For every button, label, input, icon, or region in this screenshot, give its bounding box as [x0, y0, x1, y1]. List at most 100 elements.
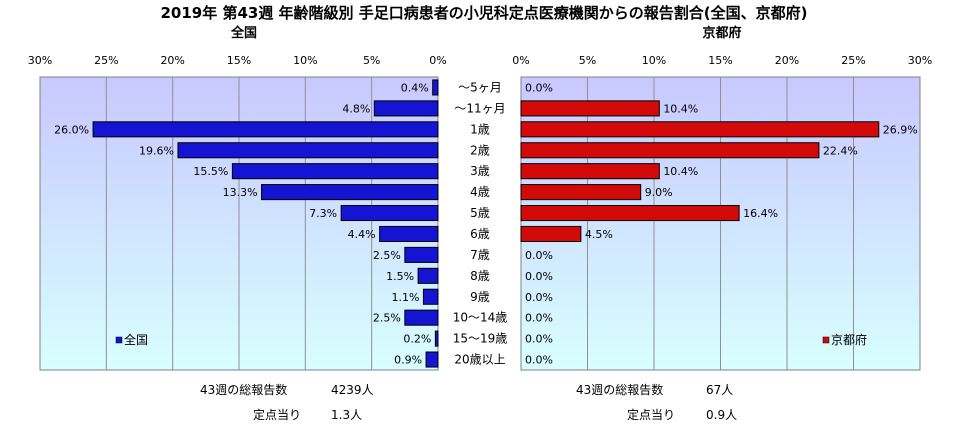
left-tick-label: 5% [363, 54, 380, 67]
national-per-value: 1.3人 [331, 408, 362, 422]
left-bar [373, 100, 439, 117]
left-data-label: 0.2% [403, 333, 431, 346]
left-bar [422, 288, 439, 305]
left-plot-area: 0% 5% 10% 15% 20% 25% 30% 0.4% 4.8% 26.0% 19.6% 15.… [28, 54, 447, 371]
right-data-label: 10.4% [663, 165, 698, 178]
right-legend: 京都府 [822, 332, 867, 347]
left-bar [425, 351, 439, 368]
left-bar [417, 267, 439, 284]
left-data-label: 4.8% [342, 102, 370, 115]
right-data-label: 0.0% [525, 354, 553, 367]
left-data-label: 26.0% [54, 123, 89, 136]
category-label: 1歳 [470, 122, 490, 136]
right-bar [520, 205, 740, 222]
category-label: 5歳 [470, 206, 490, 220]
category-label: 10～14歳 [453, 311, 508, 325]
right-legend-swatch [822, 336, 830, 344]
right-bar [520, 225, 582, 242]
category-labels: ～5ヶ月 ～11ヶ月 1歳 2歳 3歳 4歳 5歳 6歳 7歳 8歳 9歳 10～14歳 15～19歳 2… [453, 80, 508, 366]
left-bar [177, 142, 439, 159]
category-label: ～11ヶ月 [454, 101, 505, 115]
right-data-label: 0.0% [525, 249, 553, 262]
category-label: 4歳 [470, 185, 490, 199]
right-data-label: 0.0% [525, 81, 553, 94]
right-bar [520, 142, 820, 159]
kyoto-total-label: 43週の総報告数 [576, 382, 663, 397]
left-legend-label: 全国 [124, 332, 148, 347]
left-bar [404, 309, 439, 326]
right-data-label: 10.4% [663, 102, 698, 115]
left-tick-label: 20% [160, 54, 184, 67]
left-bar [432, 79, 439, 96]
left-data-label: 1.5% [386, 270, 414, 283]
right-data-label: 16.4% [743, 207, 778, 220]
category-label: 3歳 [470, 164, 490, 178]
left-bar [231, 163, 439, 180]
right-data-label: 0.0% [525, 312, 553, 325]
left-tick-label: 25% [94, 54, 118, 67]
right-data-label: 4.5% [585, 228, 613, 241]
left-tick-label: 0% [429, 54, 446, 67]
right-data-label: 0.0% [525, 270, 553, 283]
left-bar [404, 246, 439, 263]
left-tick-label: 15% [227, 54, 251, 67]
kyoto-total-value: 67人 [706, 383, 733, 397]
national-total-label: 43週の総報告数 [200, 382, 287, 397]
right-panel-title: 京都府 [702, 25, 741, 41]
chart-title: 2019年 第43週 年齢階級別 手足口病患者の小児科定点医療機関からの報告割合… [160, 4, 807, 22]
left-data-label: 15.5% [193, 165, 228, 178]
right-tick-label: 5% [579, 54, 596, 67]
right-data-label: 0.0% [525, 333, 553, 346]
left-bar [379, 225, 439, 242]
left-panel-title: 全国 [230, 25, 257, 41]
right-tick-label: 30% [908, 54, 932, 67]
kyoto-per-label: 定点当り [627, 407, 675, 422]
kyoto-per-value: 0.9人 [706, 408, 737, 422]
right-bar [520, 163, 660, 180]
footer-kyoto: 43週の総報告数 67人 定点当り 0.9人 [576, 382, 737, 422]
category-label: 20歳以上 [454, 353, 505, 367]
left-bar [261, 184, 439, 201]
category-label: ～5ヶ月 [458, 80, 502, 94]
category-label: 8歳 [470, 269, 490, 283]
right-bar [520, 121, 880, 138]
left-data-label: 2.5% [373, 249, 401, 262]
left-data-label: 0.9% [394, 354, 422, 367]
left-data-label: 0.4% [401, 81, 429, 94]
right-data-label: 26.9% [883, 123, 918, 136]
category-label: 9歳 [470, 290, 490, 304]
right-tick-label: 25% [841, 54, 865, 67]
category-label: 15～19歳 [453, 332, 508, 346]
left-data-label: 1.1% [391, 291, 419, 304]
right-data-label: 9.0% [645, 186, 673, 199]
left-data-label: 13.3% [223, 186, 258, 199]
national-total-value: 4239人 [331, 383, 374, 397]
category-label: 7歳 [470, 248, 490, 262]
right-tick-label: 10% [642, 54, 666, 67]
right-tick-label: 20% [775, 54, 799, 67]
right-tick-label: 0% [512, 54, 529, 67]
left-data-label: 19.6% [139, 144, 174, 157]
left-tick-label: 10% [293, 54, 317, 67]
right-data-label: 22.4% [823, 144, 858, 157]
category-label: 6歳 [470, 227, 490, 241]
left-legend: 全国 [115, 332, 148, 347]
right-bar [520, 184, 642, 201]
category-label: 2歳 [470, 143, 490, 157]
right-data-label: 0.0% [525, 291, 553, 304]
left-bar [340, 205, 439, 222]
footer-national: 43週の総報告数 4239人 定点当り 1.3人 [200, 382, 374, 422]
left-legend-swatch [115, 336, 123, 344]
left-bar [92, 121, 439, 138]
right-legend-label: 京都府 [831, 332, 867, 347]
left-data-label: 7.3% [309, 207, 337, 220]
right-tick-label: 15% [708, 54, 732, 67]
left-tick-label: 30% [28, 54, 52, 67]
left-bar [434, 330, 439, 347]
right-plot-area: 0% 5% 10% 15% 20% 25% 30% 0.0% 10.4% 26.9% 22.4% 10… [512, 54, 932, 371]
left-data-label: 4.4% [348, 228, 376, 241]
national-per-label: 定点当り [253, 407, 301, 422]
left-data-label: 2.5% [373, 312, 401, 325]
right-bar [520, 100, 660, 117]
